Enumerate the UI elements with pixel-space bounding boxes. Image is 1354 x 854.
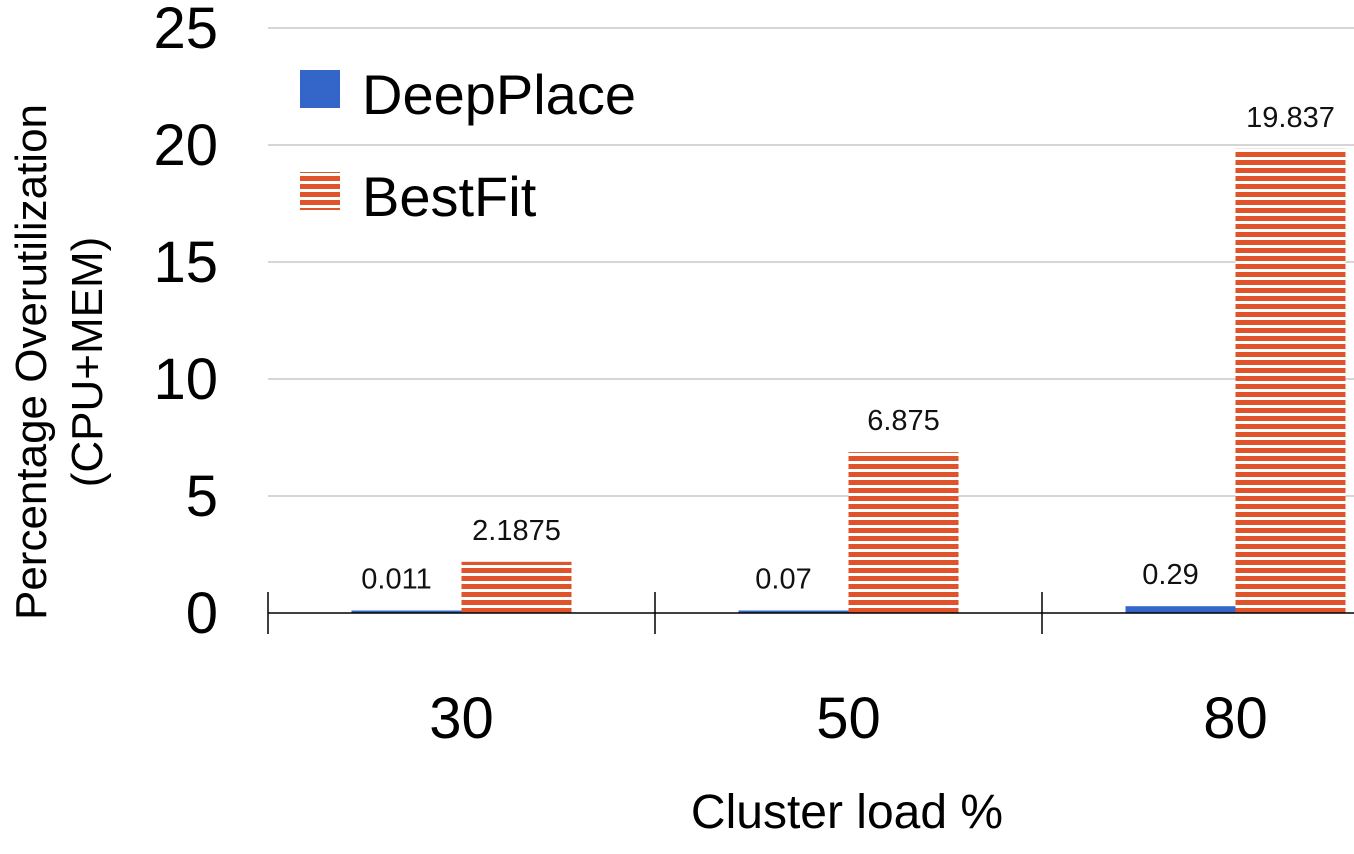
y-axis-title-line-2: (CPU+MEM) bbox=[63, 237, 112, 488]
bar-bestfit-30 bbox=[461, 561, 572, 613]
y-tick-label: 0 bbox=[186, 581, 218, 646]
x-tick-label: 80 bbox=[1203, 686, 1268, 751]
y-tick-labels: 0 5 10 15 20 25 bbox=[153, 0, 218, 646]
data-label: 19.837 bbox=[1246, 102, 1335, 134]
bar-deepplace-50 bbox=[738, 610, 849, 613]
gridlines bbox=[268, 27, 1354, 497]
data-label: 0.011 bbox=[361, 564, 431, 596]
legend-label-bestfit: BestFit bbox=[362, 165, 537, 228]
y-tick-label: 10 bbox=[153, 347, 218, 412]
y-tick-label: 15 bbox=[153, 230, 218, 295]
bar-deepplace-80 bbox=[1125, 606, 1236, 613]
bars bbox=[351, 148, 1346, 613]
bar-bestfit-80 bbox=[1235, 148, 1346, 613]
x-axis bbox=[267, 592, 1354, 634]
x-axis-title: Cluster load % bbox=[691, 786, 1003, 839]
x-tick-label: 50 bbox=[816, 686, 881, 751]
y-tick-label: 5 bbox=[186, 464, 218, 529]
legend: DeepPlace BestFit bbox=[300, 63, 636, 228]
y-axis-title-line-1: Percentage Overutilization bbox=[7, 104, 56, 620]
x-tick-labels: 30 50 80 bbox=[429, 686, 1268, 751]
data-label: 0.29 bbox=[1142, 559, 1198, 591]
data-labels: 0.011 2.1875 0.07 6.875 0.29 19.837 bbox=[361, 102, 1335, 596]
y-tick-label: 25 bbox=[153, 0, 218, 61]
legend-swatch-deepplace bbox=[300, 70, 340, 108]
data-label: 0.07 bbox=[755, 564, 811, 596]
bar-deepplace-30 bbox=[351, 610, 462, 613]
y-axis-title: Percentage Overutilization (CPU+MEM) bbox=[7, 104, 112, 620]
bar-bestfit-50 bbox=[848, 452, 959, 613]
legend-label-deepplace: DeepPlace bbox=[362, 63, 636, 126]
data-label: 6.875 bbox=[867, 405, 940, 437]
x-tick-label: 30 bbox=[429, 686, 494, 751]
y-tick-label: 20 bbox=[153, 113, 218, 178]
data-label: 2.1875 bbox=[472, 515, 561, 547]
legend-swatch-bestfit bbox=[300, 172, 340, 210]
